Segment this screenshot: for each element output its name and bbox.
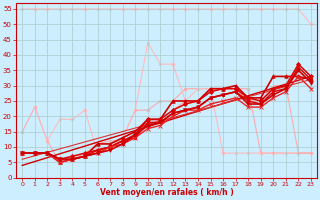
X-axis label: Vent moyen/en rafales ( km/h ): Vent moyen/en rafales ( km/h ) bbox=[100, 188, 234, 197]
